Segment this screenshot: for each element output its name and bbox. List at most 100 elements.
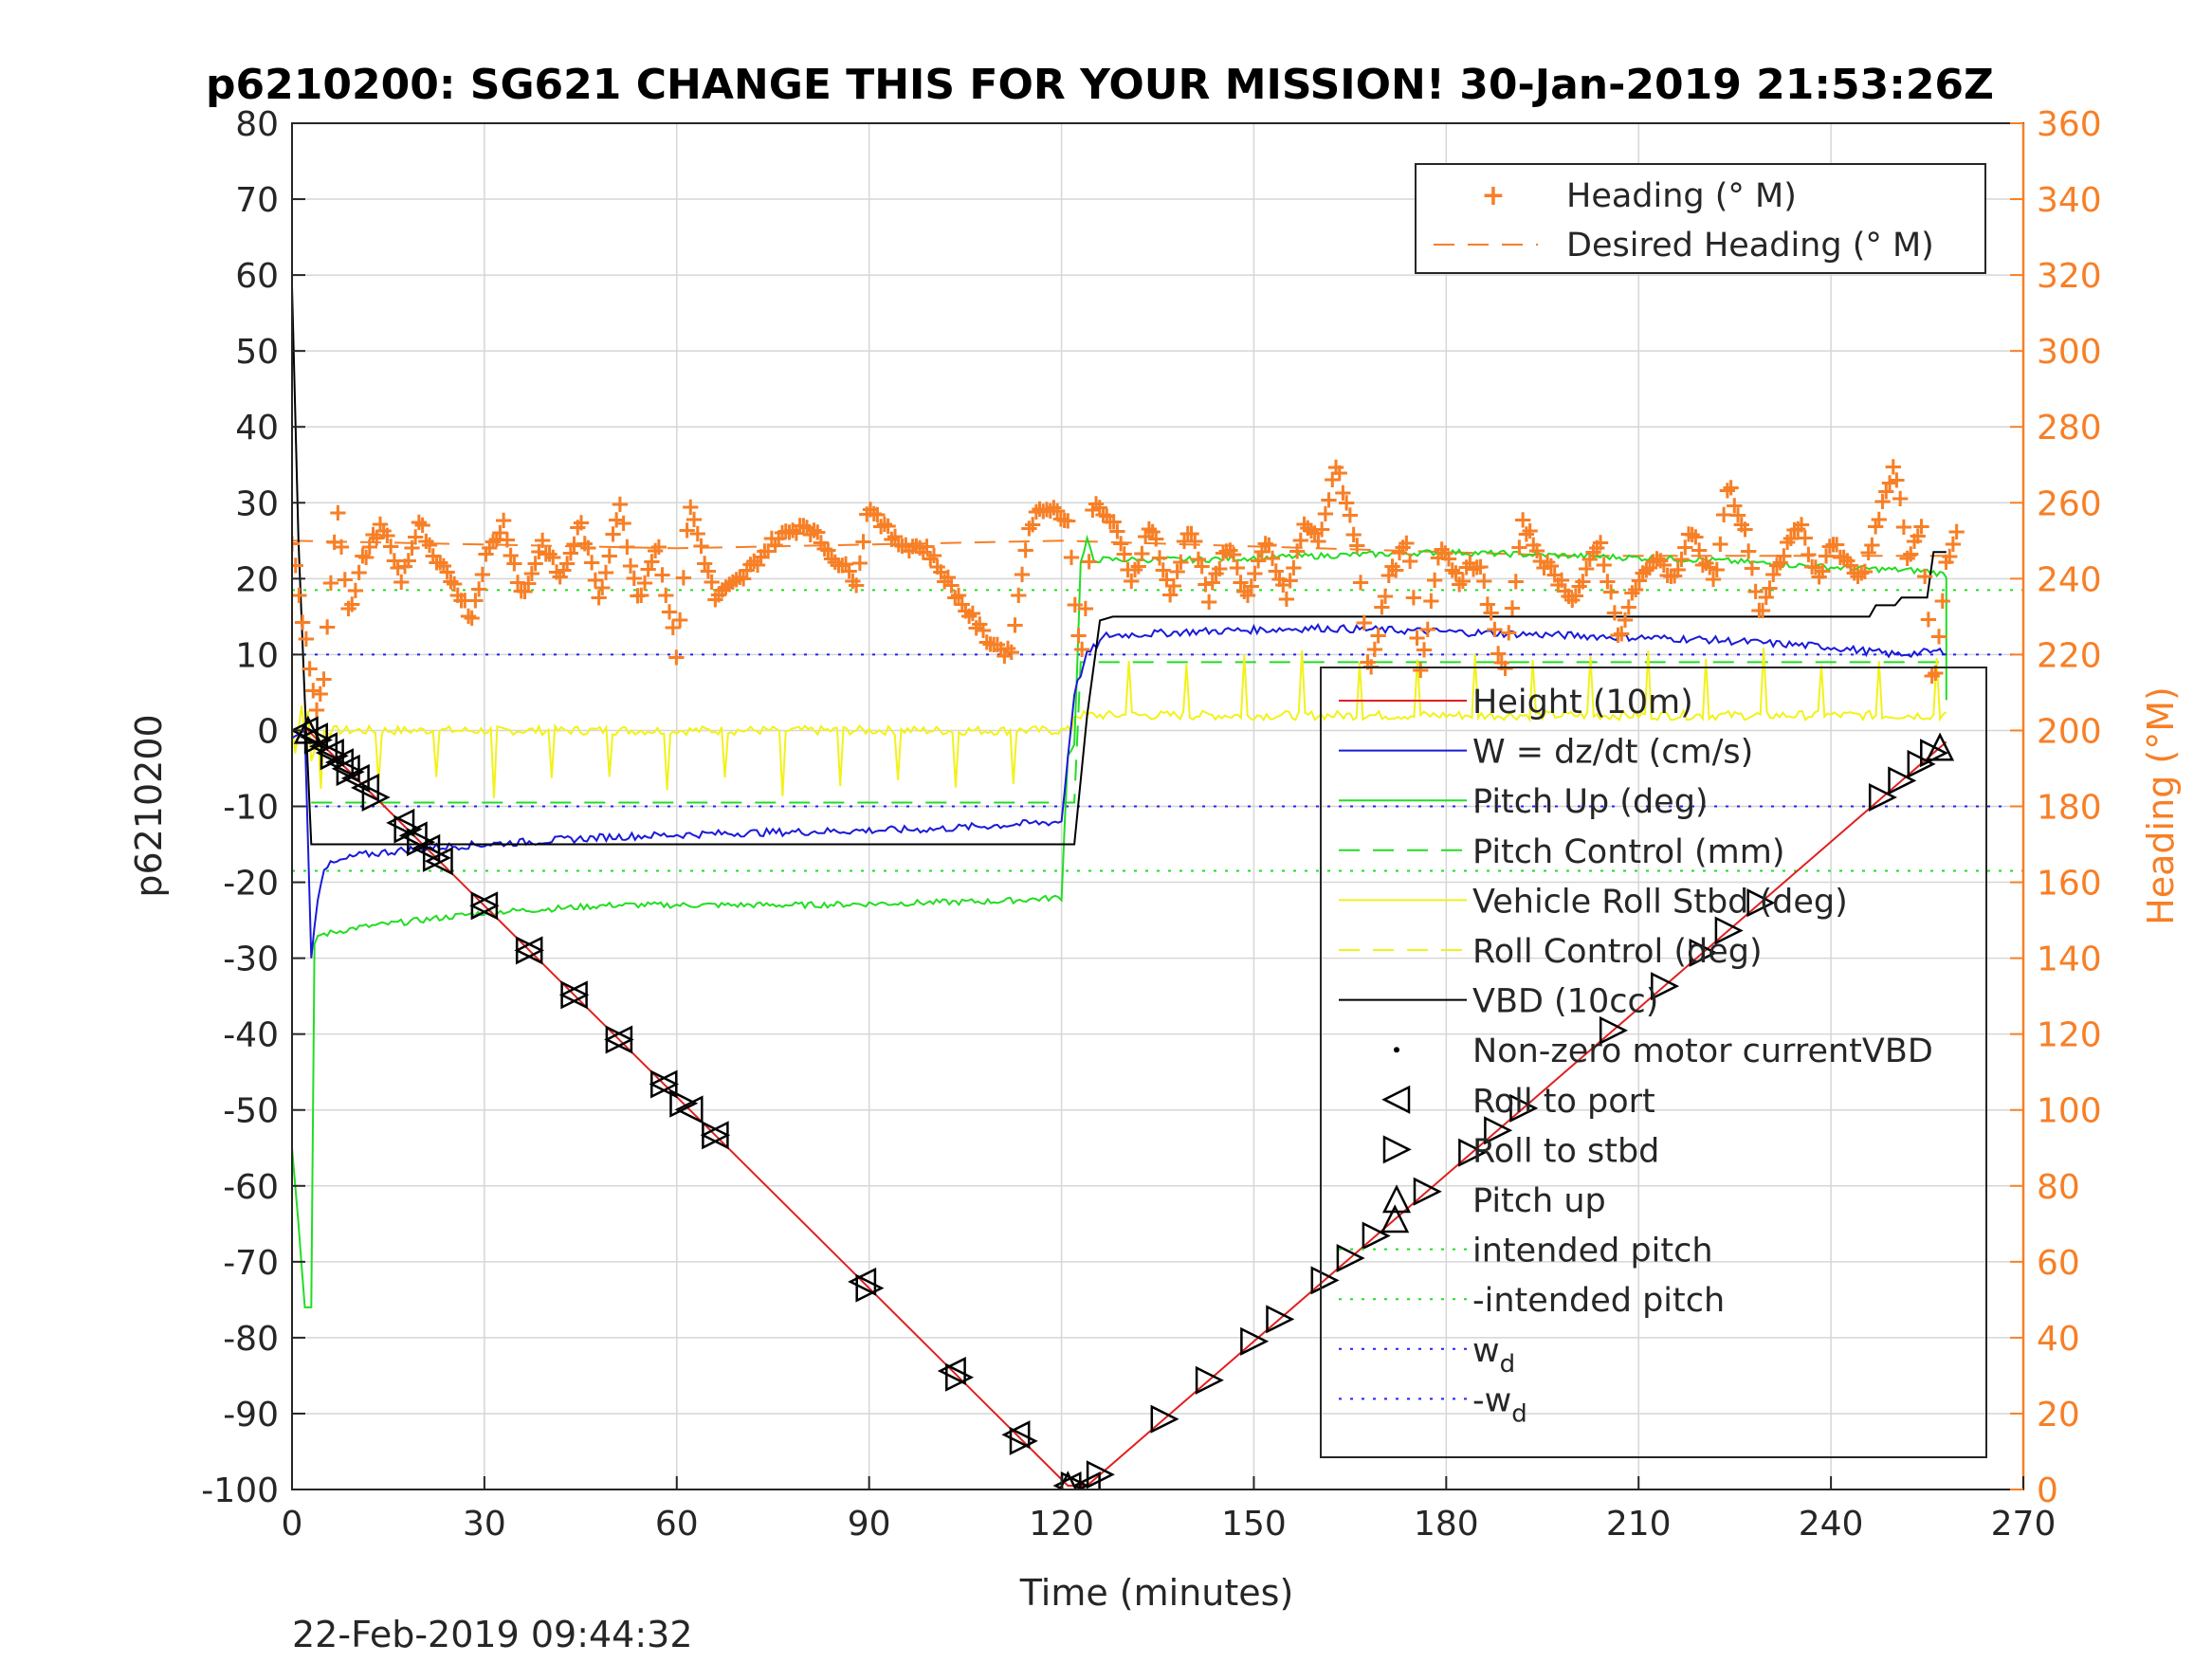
heading-point: +: [835, 550, 856, 578]
heading-point: +: [338, 594, 359, 623]
y-tick-label-left: -100: [201, 1471, 279, 1510]
x-tick-label: 30: [463, 1505, 506, 1544]
heading-point: +: [1329, 459, 1350, 487]
roll-to-stbd-marker: [1240, 1326, 1270, 1356]
heading-point: +: [1823, 531, 1844, 559]
heading-point: +: [409, 508, 430, 537]
heading-point: +: [1385, 557, 1406, 585]
heading-point: +: [507, 569, 528, 597]
heading-point: +: [412, 511, 433, 539]
heading-point: +: [511, 576, 532, 605]
roll-to-stbd-marker: [1868, 782, 1897, 813]
heading-point: +: [1731, 510, 1752, 539]
y-axis-label-left: p6210200: [128, 714, 170, 897]
heading-point: +: [1615, 606, 1636, 634]
heading-point: +: [1851, 559, 1872, 588]
y-tick-label-right: 20: [2037, 1396, 2080, 1435]
heading-point: +: [1674, 534, 1695, 562]
heading-point: +: [772, 519, 793, 547]
heading-point: +: [1311, 515, 1332, 543]
heading-point: +: [740, 550, 761, 578]
y-tick-label-right: 340: [2037, 181, 2102, 220]
heading-point: +: [1001, 638, 1022, 667]
y-tick-label-left: -50: [223, 1092, 279, 1131]
heading-point: +: [1752, 596, 1773, 625]
roll-to-stbd-marker: [1362, 1221, 1391, 1251]
heading-point: +: [1040, 497, 1061, 525]
heading-point: +: [606, 505, 627, 534]
heading-point: +: [1104, 508, 1124, 537]
y-tick-label-right: 140: [2037, 941, 2102, 979]
heading-point: +: [1471, 553, 1491, 581]
legend-label: Roll Control (deg): [1472, 933, 1763, 971]
heading-point: +: [1904, 527, 1925, 556]
heading-point: +: [1816, 541, 1837, 570]
heading-point: +: [359, 533, 380, 561]
heading-point: +: [987, 630, 1008, 659]
roll-to-stbd-marker: [1413, 1177, 1442, 1206]
x-tick-label: 180: [1414, 1505, 1479, 1544]
heading-point: +: [927, 553, 948, 581]
roll-to-port-marker: [1001, 1420, 1031, 1450]
heading-point: +: [1520, 517, 1541, 545]
heading-point: +: [1506, 567, 1526, 595]
heading-point: +: [779, 518, 800, 546]
heading-point: +: [370, 510, 391, 539]
heading-point: +: [589, 584, 610, 612]
heading-point: +: [1248, 547, 1269, 576]
heading-point: +: [1065, 591, 1086, 619]
heading-point: +: [677, 517, 698, 545]
heading-point: +: [1403, 583, 1424, 612]
heading-point: +: [289, 581, 310, 610]
heading-point: +: [839, 557, 860, 585]
heading-point: +: [1192, 553, 1213, 581]
heading-point: +: [782, 516, 803, 544]
heading-point: +: [1283, 554, 1304, 582]
heading-point: +: [846, 571, 867, 599]
heading-point: +: [528, 538, 549, 566]
y-tick-label-right: 200: [2037, 712, 2102, 751]
heading-point: +: [1153, 557, 1174, 585]
heading-point: +: [300, 654, 320, 683]
heading-point: +: [380, 533, 401, 561]
heading-point: +: [722, 568, 743, 596]
y-axis-label-right: Heading (°M): [2140, 686, 2182, 925]
heading-point: +: [1678, 520, 1699, 548]
heading-point: +: [363, 521, 384, 549]
heading-point: +: [1379, 561, 1399, 590]
heading-point: +: [755, 537, 776, 565]
heading-point: +: [814, 535, 835, 563]
marker-group: ++++++++++++++++++++++++++++++++++++++++…: [289, 452, 1967, 1489]
heading-point: +: [969, 610, 990, 638]
heading-point: +: [899, 537, 920, 565]
heading-point: +: [1015, 537, 1036, 565]
legend-label: Roll to stbd: [1472, 1132, 1659, 1170]
heading-point: +: [1939, 542, 1960, 571]
heading-point: +: [490, 519, 511, 547]
heading-point: +: [532, 526, 553, 555]
heading-point: +: [1848, 562, 1869, 591]
heading-point: +: [1393, 534, 1414, 562]
heading-point: +: [952, 591, 973, 619]
legend-swatch-triangle: [1381, 1184, 1412, 1214]
pitch-control-line: [311, 661, 1947, 804]
heading-point: +: [1163, 572, 1184, 600]
heading-point: +: [1019, 515, 1040, 543]
roll-to-port-marker: [937, 1356, 966, 1386]
heading-point: +: [1407, 624, 1428, 652]
roll-to-port-marker: [324, 748, 354, 777]
heading-point: +: [1742, 555, 1763, 583]
y-tick-label-left: 80: [235, 105, 279, 144]
heading-point: +: [1774, 541, 1795, 570]
heading-point: +: [1128, 552, 1149, 580]
roll-to-port-marker: [1052, 1471, 1082, 1489]
heading-point: +: [1071, 635, 1092, 664]
heading-point: +: [1537, 548, 1558, 576]
y-tick-label-left: -60: [223, 1168, 279, 1207]
heading-point: +: [796, 513, 817, 541]
heading-point: +: [335, 565, 356, 594]
y-tick-label-left: -20: [223, 865, 279, 904]
heading-point: +: [1795, 523, 1816, 552]
y-tick-label-right: 280: [2037, 409, 2102, 448]
